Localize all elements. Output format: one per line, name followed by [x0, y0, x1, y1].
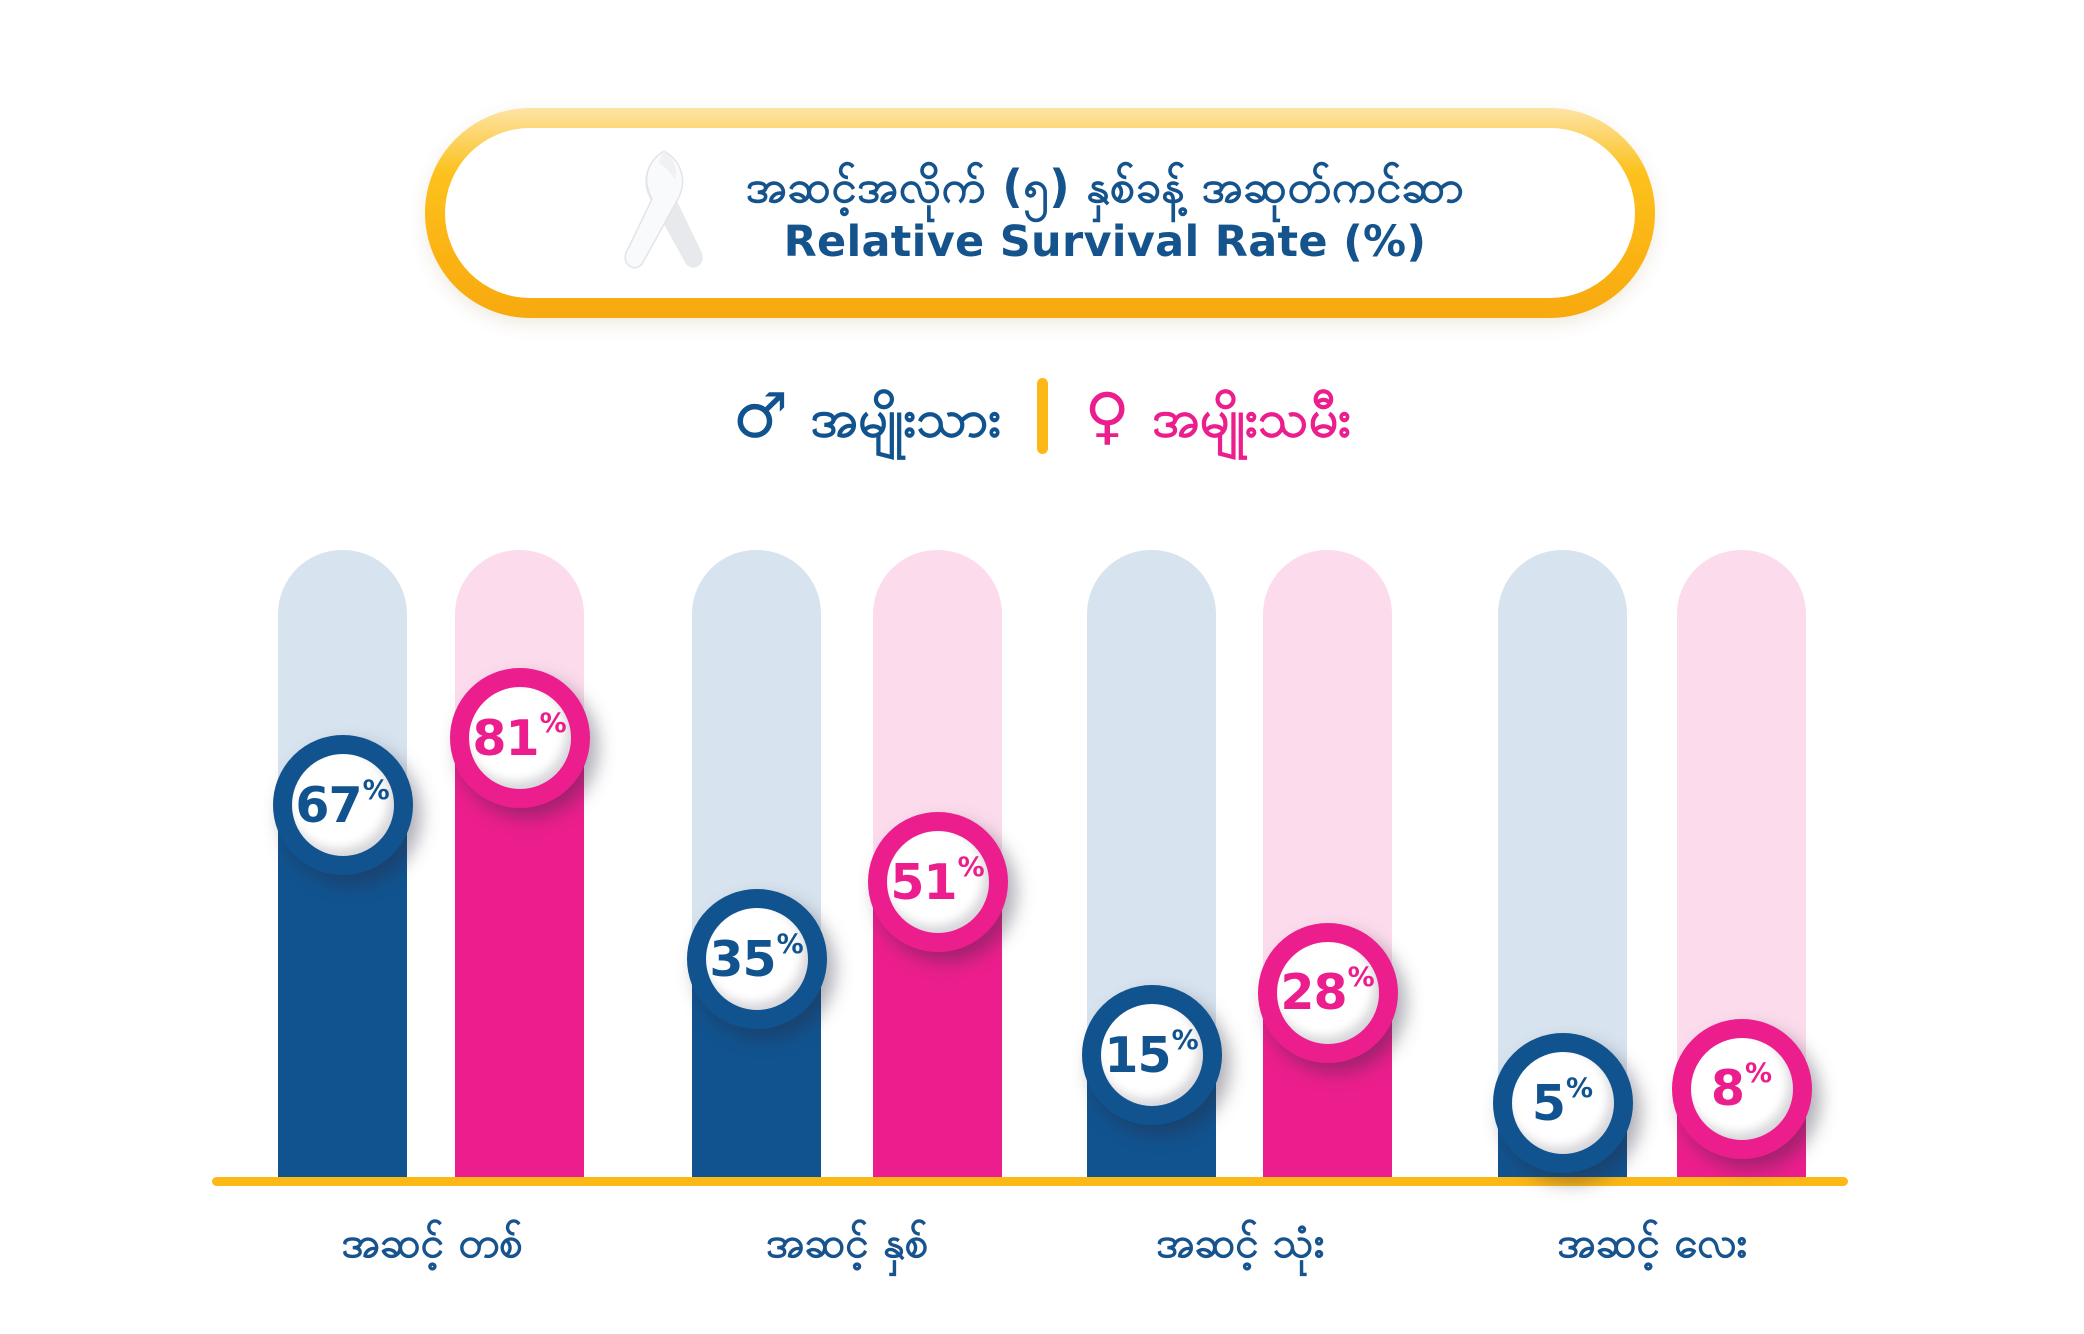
bar-fill [455, 738, 584, 1182]
male-symbol-icon: ♂ [732, 379, 789, 452]
legend-separator [1037, 378, 1049, 454]
bar-male-stage1: 67 % [272, 550, 413, 1182]
x-label-stage4: အဆင့် လေး [1557, 1218, 1747, 1267]
title-box-inner: အဆင့်အလိုက် (၅) နှစ်ခန့် အဆုတ်ကင်ဆာ Rela… [445, 128, 1635, 298]
badge-unit: % [776, 928, 804, 960]
value-badge: 35 % [686, 889, 827, 1029]
x-label-stage2: အဆင့် နှစ် [765, 1218, 929, 1267]
badge-value: 5 [1531, 1074, 1566, 1132]
badge-value: 51 [890, 853, 957, 911]
female-symbol-icon: ♀ [1084, 379, 1130, 452]
title-burmese: အဆင့်အလိုက် (၅) နှစ်ခန့် အဆုတ်ကင်ဆာ [745, 159, 1465, 213]
legend-male-label: အမျိုးသား [810, 389, 1002, 449]
value-badge: 51 % [867, 812, 1008, 953]
bar-male-stage3: 15 % [1081, 550, 1222, 1182]
value-badge: 81 % [449, 668, 590, 809]
badge-value: 81 [472, 709, 539, 767]
legend-female-label: အမျိုးသမီး [1151, 389, 1352, 449]
badge-value: 8 [1710, 1060, 1745, 1118]
value-badge: 5 % [1492, 1033, 1633, 1173]
badge-value: 67 [295, 776, 362, 834]
badge-value: 35 [709, 930, 776, 988]
bar-male-stage4: 5 % [1492, 550, 1633, 1182]
badge-unit: % [1347, 962, 1375, 994]
badge-unit: % [1745, 1058, 1773, 1090]
awareness-ribbon-icon [616, 147, 712, 279]
bar-female-stage2: 51 % [867, 550, 1008, 1182]
x-label-stage1: အဆင့် တစ် [341, 1218, 523, 1267]
badge-value: 15 [1104, 1026, 1171, 1084]
badge-unit: % [1566, 1072, 1594, 1104]
value-badge: 67 % [272, 735, 413, 876]
axis-baseline [212, 1177, 1848, 1186]
legend-item-male: ♂ အမျိုးသား [733, 385, 1002, 447]
value-badge: 28 % [1257, 922, 1398, 1063]
bar-male-stage2: 35 % [686, 550, 827, 1182]
bar-female-stage4: 8 % [1671, 550, 1812, 1182]
badge-unit: % [957, 851, 985, 883]
bar-female-stage1: 81 % [449, 550, 590, 1182]
badge-unit: % [362, 774, 390, 806]
value-badge: 15 % [1081, 985, 1222, 1125]
title-english: Relative Survival Rate (%) [783, 217, 1427, 268]
title-box: အဆင့်အလိုက် (၅) နှစ်ခန့် အဆုတ်ကင်ဆာ Rela… [425, 108, 1655, 318]
title-text-block: အဆင့်အလိုက် (၅) နှစ်ခန့် အဆုတ်ကင်ဆာ Rela… [746, 159, 1465, 267]
value-badge: 8 % [1671, 1018, 1812, 1159]
bar-female-stage3: 28 % [1257, 550, 1398, 1182]
legend-item-female: ♀ အမျိုးသမီး [1084, 385, 1351, 447]
legend: ♂ အမျိုးသား ♀ အမျိုးသမီး [0, 378, 2084, 454]
x-label-stage3: အဆင့် သုံး [1155, 1218, 1325, 1267]
badge-unit: % [539, 707, 567, 739]
badge-value: 28 [1280, 964, 1347, 1022]
badge-unit: % [1171, 1024, 1199, 1056]
